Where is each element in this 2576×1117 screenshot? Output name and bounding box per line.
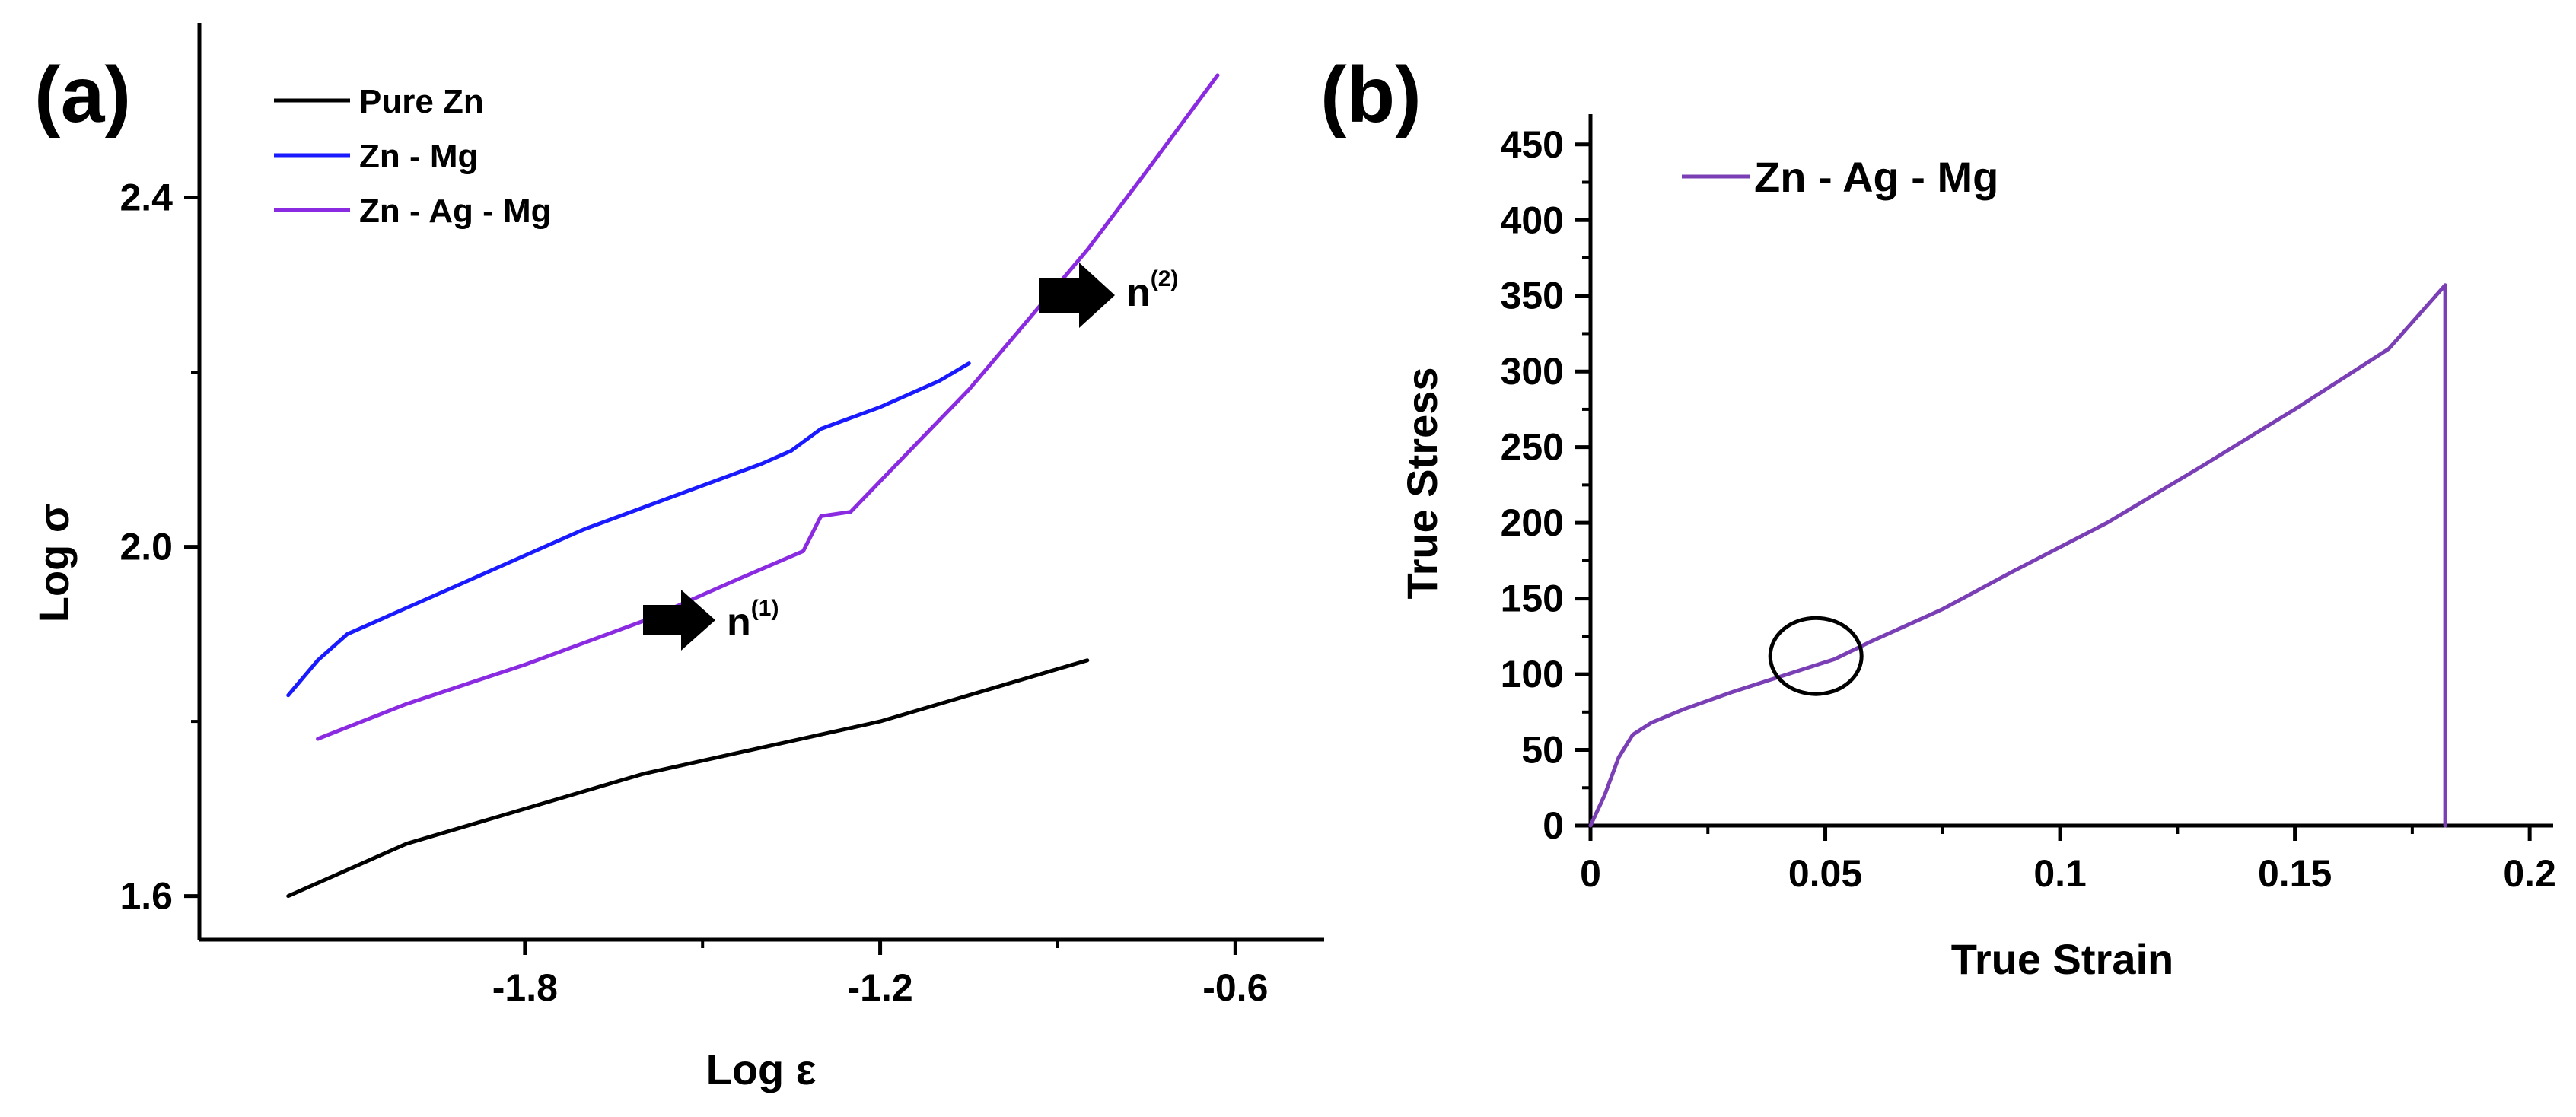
chart-b-x-axis-title: True Strain [1951, 935, 2174, 983]
chart-a-legend: Pure Zn Zn - Mg Zn - Ag - Mg [274, 83, 552, 230]
y-tick-label: 450 [1501, 123, 1564, 166]
series-line-pure-zn [286, 658, 1090, 899]
y-tick-label: 0 [1543, 804, 1564, 847]
y-tick-label: 250 [1501, 426, 1564, 469]
arrow-right-icon [643, 590, 715, 651]
annotation-n2: n(2) [1039, 263, 1178, 328]
y-tick-label: 100 [1501, 653, 1564, 695]
series-line-zn-ag-mg [316, 73, 1220, 741]
y-tick-label: 2.0 [119, 526, 173, 568]
legend-label-zn-ag-mg: Zn - Ag - Mg [359, 193, 552, 230]
panel-b-label: (b) [1320, 51, 1422, 139]
x-tick-label: 0 [1580, 852, 1601, 895]
arrow-right-icon [1039, 263, 1115, 328]
annotation-circle [1768, 616, 1864, 696]
chart-b-legend: Zn - Ag - Mg [1682, 153, 1998, 201]
y-tick-label: 400 [1501, 199, 1564, 241]
legend-label-zn-mg: Zn - Mg [359, 138, 478, 175]
x-tick-label: -1.2 [847, 966, 912, 1009]
series-line-zn-ag-mg [1588, 283, 2447, 828]
y-tick-label: 1.6 [119, 875, 173, 918]
chart-a: -1.8 -1.2 -0.6 1.6 2.0 2.4 Pure Zn Zn - Mg Zn… [30, 23, 1324, 1093]
x-tick-label: 0.05 [1788, 852, 1862, 895]
y-tick-label: 200 [1501, 501, 1564, 544]
y-tick-label: 50 [1521, 729, 1564, 772]
y-tick-label: 150 [1501, 578, 1564, 620]
annotation-n1-label: n(1) [727, 596, 779, 644]
chart-a-x-axis-title: Log ε [706, 1045, 817, 1093]
x-tick-label: -1.8 [492, 966, 558, 1009]
annotation-n2-label: n(2) [1126, 266, 1178, 315]
legend-label-pure-zn: Pure Zn [359, 83, 484, 120]
y-tick-label: 300 [1501, 350, 1564, 393]
y-tick-label: 2.4 [119, 177, 173, 219]
x-tick-label: -0.6 [1202, 966, 1268, 1009]
x-tick-label: 0.1 [2033, 852, 2087, 895]
chart-a-y-axis-title: Log σ [30, 504, 78, 623]
chart-b: 0 0.05 0.1 0.15 0.2 0 50 100 150 200 250 300 350 400 4… [1398, 114, 2556, 983]
y-tick-label: 350 [1501, 275, 1564, 317]
panel-a-label: (a) [34, 51, 131, 139]
annotation-n1: n(1) [643, 590, 779, 651]
x-tick-label: 0.2 [2503, 852, 2556, 895]
legend-label-zn-ag-mg: Zn - Ag - Mg [1754, 153, 1998, 201]
x-tick-label: 0.15 [2258, 852, 2332, 895]
series-line-zn-mg [286, 361, 971, 698]
chart-b-y-axis-title: True Stress [1398, 367, 1446, 599]
